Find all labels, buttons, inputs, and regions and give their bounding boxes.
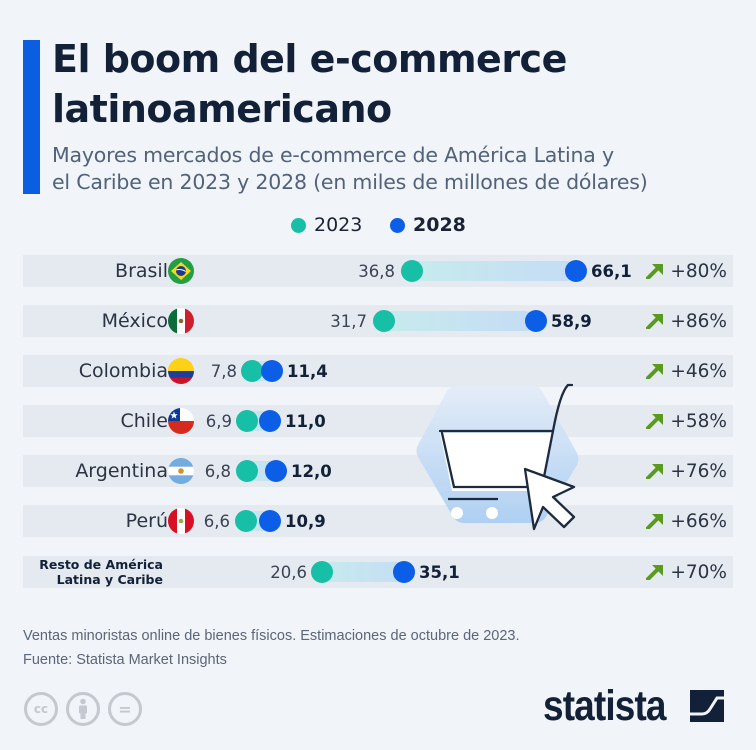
footnote-source: Fuente: Statista Market Insights (23, 652, 227, 668)
chart-row-resto: Resto de América Latina y Caribe 20,6 35… (23, 556, 733, 588)
dot-2028 (259, 410, 281, 432)
range-bar (401, 261, 576, 281)
legend-item-2023: 2023 (291, 214, 362, 236)
title-line-1: El boom del e-commerce (52, 37, 567, 81)
value-2028: 11,4 (287, 361, 328, 381)
dot-2028 (393, 561, 415, 583)
country-label: Brasil (115, 260, 168, 282)
colombia-flag-icon (168, 358, 194, 384)
statista-mark-icon (690, 690, 724, 722)
growth-indicator: +76% (646, 455, 727, 487)
chart-title: El boom del e-commerce latinoamericano (52, 34, 567, 134)
growth-indicator: +80% (646, 255, 727, 287)
growth-value: +76% (670, 460, 727, 482)
country-label-line-1: Resto de América (39, 557, 163, 572)
growth-arrow-icon (646, 264, 664, 279)
growth-indicator: +86% (646, 305, 727, 337)
growth-indicator: +70% (646, 556, 727, 588)
chart-subtitle: Mayores mercados de e-commerce de Améric… (52, 142, 648, 196)
range-bar (311, 562, 415, 582)
growth-value: +70% (670, 561, 727, 583)
legend: 2023 2028 (0, 214, 756, 240)
statista-logo[interactable]: statista (543, 682, 724, 731)
growth-arrow-icon (646, 565, 664, 580)
brazil-flag-icon (168, 258, 194, 284)
dot-2028 (565, 260, 587, 282)
country-label: Resto de América Latina y Caribe (39, 556, 163, 588)
country-label: Perú (125, 510, 168, 532)
license-icons: cc = (24, 692, 142, 726)
subtitle-line-1: Mayores mercados de e-commerce de Améric… (52, 143, 614, 167)
footnote: Ventas minoristas online de bienes físic… (23, 624, 520, 672)
value-2028: 10,9 (285, 511, 326, 531)
growth-value: +80% (670, 260, 727, 282)
growth-value: +58% (670, 410, 727, 432)
growth-value: +46% (670, 360, 727, 382)
chart-row-peru: Perú 6,6 10,9 +66% (23, 505, 733, 537)
value-2028: 58,9 (551, 311, 592, 331)
dot-2028 (525, 310, 547, 332)
dot-2023 (241, 360, 263, 382)
country-label: Chile (120, 410, 168, 432)
chart-row-argentina: Argentina 6,8 12,0 +76% (23, 455, 733, 487)
value-2028: 66,1 (591, 261, 632, 281)
dot-2023 (311, 561, 333, 583)
dot-2023 (236, 410, 258, 432)
value-2028: 11,0 (285, 411, 326, 431)
growth-value: +86% (670, 310, 727, 332)
chart-row-brasil: Brasil 36,8 66,1 +80% (23, 255, 733, 287)
growth-arrow-icon (646, 464, 664, 479)
legend-label-2023: 2023 (314, 214, 363, 236)
growth-indicator: +46% (646, 355, 727, 387)
growth-indicator: +58% (646, 405, 727, 437)
legend-dot-2028-icon (390, 217, 405, 233)
shopping-cart-cursor-icon (412, 373, 587, 533)
country-label: México (101, 310, 168, 332)
legend-item-2028: 2028 (390, 214, 466, 236)
chart-row-chile: Chile 6,9 11,0 +58% (23, 405, 733, 437)
argentina-flag-icon (168, 458, 194, 484)
chart-row-colombia: Colombia 7,8 11,4 +46% (23, 355, 733, 387)
country-label-line-2: Latina y Caribe (56, 572, 163, 587)
growth-arrow-icon (646, 414, 664, 429)
brand-wordmark: statista (543, 682, 666, 730)
chile-flag-icon (168, 408, 194, 434)
range-bar (373, 311, 535, 331)
title-line-2: latinoamericano (52, 87, 392, 131)
country-label: Argentina (75, 460, 168, 482)
growth-arrow-icon (646, 364, 664, 379)
dot-2028 (259, 510, 281, 532)
dot-2028 (261, 360, 283, 382)
legend-dot-2023-icon (291, 217, 306, 233)
cc-icon[interactable]: cc (24, 692, 58, 726)
dot-2023 (236, 460, 258, 482)
country-label: Colombia (78, 360, 168, 382)
value-2028: 35,1 (419, 562, 460, 582)
mexico-flag-icon (168, 308, 194, 334)
value-2028: 12,0 (291, 461, 332, 481)
growth-value: +66% (670, 510, 727, 532)
peru-flag-icon (168, 508, 194, 534)
dot-2023 (373, 310, 395, 332)
growth-arrow-icon (646, 314, 664, 329)
growth-arrow-icon (646, 514, 664, 529)
subtitle-line-2: el Caribe en 2023 y 2028 (en miles de mi… (52, 170, 648, 194)
no-derivatives-icon[interactable]: = (108, 692, 142, 726)
attribution-icon[interactable] (66, 692, 100, 726)
dot-2028 (265, 460, 287, 482)
legend-label-2028: 2028 (413, 214, 466, 236)
dot-2023 (235, 510, 257, 532)
growth-indicator: +66% (646, 505, 727, 537)
dot-2023 (401, 260, 423, 282)
title-accent-bar (23, 40, 40, 194)
footnote-note: Ventas minoristas online de bienes físic… (23, 628, 520, 644)
chart-row-mexico: México 31,7 58,9 +86% (23, 305, 733, 337)
